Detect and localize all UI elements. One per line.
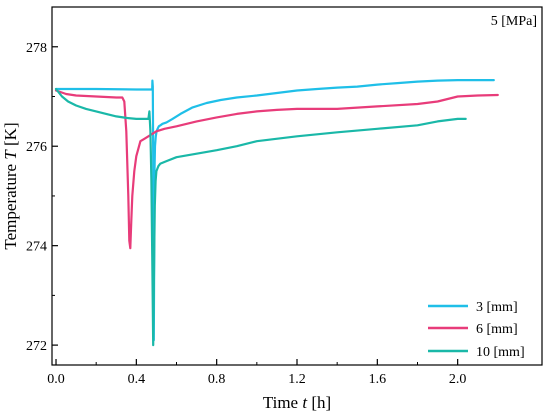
legend-entry-6mm: 6 [mm] bbox=[428, 322, 518, 337]
series-line-1 bbox=[54, 89, 499, 250]
legend-label-6mm: 6 [mm] bbox=[476, 322, 518, 337]
series-layer bbox=[54, 78, 499, 347]
y-tick-label: 274 bbox=[26, 240, 47, 255]
x-axis: 0.0 0.4 0.8 1.2 1.6 2.0 bbox=[47, 359, 466, 387]
y-tick-label: 272 bbox=[26, 339, 47, 354]
x-tick-label: 0.8 bbox=[208, 372, 226, 387]
legend-entry-3mm: 3 [mm] bbox=[428, 300, 518, 315]
y-tick-label: 278 bbox=[26, 41, 47, 56]
y-axis: 272 274 276 278 bbox=[26, 41, 58, 354]
x-tick-label: 0.0 bbox=[47, 372, 65, 387]
y-tick-label: 276 bbox=[26, 140, 47, 155]
legend-label-10mm: 10 [mm] bbox=[476, 345, 525, 360]
legend: 3 [mm] 6 [mm] 10 [mm] bbox=[428, 300, 525, 360]
pressure-annotation: 5 [MPa] bbox=[491, 14, 537, 29]
series-line-0 bbox=[54, 78, 495, 342]
y-axis-label: Temperature T [K] bbox=[1, 122, 20, 249]
x-axis-label: Time t [h] bbox=[263, 393, 331, 412]
plot-area-frame bbox=[51, 6, 543, 366]
legend-label-3mm: 3 [mm] bbox=[476, 300, 518, 315]
x-tick-label: 0.4 bbox=[128, 372, 146, 387]
x-tick-label: 2.0 bbox=[449, 372, 467, 387]
legend-entry-10mm: 10 [mm] bbox=[428, 345, 525, 360]
x-tick-label: 1.2 bbox=[288, 372, 306, 387]
x-tick-label: 1.6 bbox=[369, 372, 387, 387]
series-line-2 bbox=[54, 87, 467, 347]
